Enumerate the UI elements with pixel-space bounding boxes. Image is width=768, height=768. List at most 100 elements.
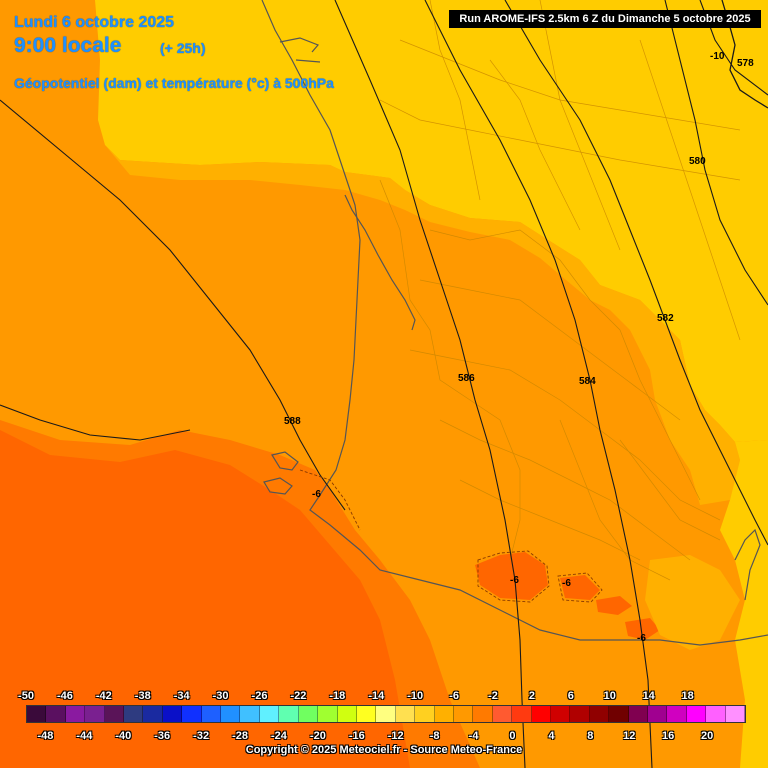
arcachon-basin <box>271 451 299 471</box>
legend-tick-lower: -36 <box>154 730 171 742</box>
legend-swatch <box>376 706 396 722</box>
legend-swatch <box>27 706 47 722</box>
legend-swatch <box>667 706 687 722</box>
legend-tick-upper: -46 <box>56 690 73 702</box>
map-subtitle: Géopotentiel (dam) et température (°c) à… <box>14 75 334 91</box>
temperature-zone-red-orange <box>0 430 410 768</box>
gironde-estuary <box>344 194 416 331</box>
legend-swatch <box>259 706 280 722</box>
loire-estuary <box>279 37 321 63</box>
cold-pocket-pyrenees-1 <box>475 552 548 600</box>
legend-swatch <box>279 706 299 722</box>
legend-swatch <box>240 706 260 722</box>
geopotential-label-588: 588 <box>284 416 301 427</box>
temperature-color-scale <box>26 705 746 723</box>
legend-swatch <box>706 706 726 722</box>
legend-tick-upper: -6 <box>449 690 459 702</box>
legend-tick-upper: -14 <box>368 690 385 702</box>
legend-tick-upper: 14 <box>642 690 655 702</box>
coast-island <box>263 477 293 495</box>
legend-swatch <box>531 706 551 722</box>
geopotential-label-584: 584 <box>579 376 596 387</box>
cold-pocket-pyrenees-2 <box>560 575 600 600</box>
legend-swatch <box>686 706 707 722</box>
legend-swatch <box>201 706 222 722</box>
legend-tick-lower: 4 <box>548 730 555 742</box>
geopotential-label-578: 578 <box>737 58 754 69</box>
legend-tick-lower: -44 <box>76 730 93 742</box>
legend-swatch <box>85 706 105 722</box>
temperature-label-coast: -6 <box>312 489 321 500</box>
legend-tick-upper: 18 <box>681 690 694 702</box>
legend-tick-upper: -10 <box>407 690 424 702</box>
legend-tick-upper: -30 <box>212 690 229 702</box>
legend-swatch <box>550 706 571 722</box>
legend-tick-upper: -38 <box>134 690 151 702</box>
legend-tick-lower: 8 <box>587 730 594 742</box>
warm-pocket-east <box>645 555 740 650</box>
forecast-time: 9:00 locale <box>14 34 122 57</box>
legend-swatch <box>298 706 319 722</box>
legend-tick-upper: -22 <box>290 690 307 702</box>
legend-tick-upper: -26 <box>251 690 268 702</box>
coastline <box>261 0 768 646</box>
legend-tick-lower: -32 <box>193 730 210 742</box>
legend-swatch <box>124 706 144 722</box>
run-info-banner: Run AROME-IFS 2.5km 6 Z du Dimanche 5 oc… <box>449 10 761 28</box>
legend-tick-lower: 16 <box>662 730 675 742</box>
legend-swatch <box>318 706 338 722</box>
geopotential-label-586: 586 <box>458 373 475 384</box>
legend-swatch <box>395 706 416 722</box>
legend-swatch <box>570 706 590 722</box>
isoline-584 <box>424 0 653 768</box>
legend-tick-upper: -18 <box>329 690 346 702</box>
isoline-588-south <box>0 404 191 441</box>
temperature-label-pyrenees-east: -6 <box>637 633 646 644</box>
legend-swatch <box>143 706 163 722</box>
legend-swatch <box>609 706 629 722</box>
legend-swatch <box>104 706 125 722</box>
legend-swatch <box>65 706 86 722</box>
legend-tick-upper: -34 <box>173 690 190 702</box>
legend-tick-upper: -50 <box>18 690 34 702</box>
legend-tick-lower: -24 <box>271 730 287 742</box>
legend-tick-lower: -40 <box>115 730 132 742</box>
isoline-586 <box>334 0 526 768</box>
legend-swatch <box>356 706 377 722</box>
legend-swatch <box>473 706 493 722</box>
temperature-label-pyrenees-west: -6 <box>510 575 519 586</box>
legend-tick-upper: 6 <box>567 690 574 702</box>
legend-swatch <box>628 706 648 722</box>
legend-swatch <box>589 706 610 722</box>
forecast-offset: (+ 25h) <box>160 40 206 56</box>
legend-tick-lower: 20 <box>700 730 714 742</box>
legend-swatch <box>512 706 532 722</box>
temperature-zone-yellow <box>95 0 768 442</box>
temperature-isotherms <box>299 469 603 603</box>
legend-tick-lower: -16 <box>348 730 365 742</box>
legend-tick-lower: -4 <box>468 730 479 742</box>
cold-pocket-pyrenees-3 <box>596 596 632 615</box>
legend-tick-upper: -2 <box>488 690 498 702</box>
region-borders <box>379 0 741 581</box>
legend-swatch <box>337 706 357 722</box>
legend-tick-upper: 10 <box>603 690 616 702</box>
legend-tick-lower: -20 <box>309 730 326 742</box>
legend-swatch <box>648 706 668 722</box>
isoline-588 <box>0 99 346 511</box>
geopotential-label-580: 580 <box>689 156 706 167</box>
legend-tick-upper: 2 <box>528 690 535 702</box>
legend-swatch <box>434 706 454 722</box>
legend-swatch <box>453 706 474 722</box>
legend-tick-lower: 12 <box>623 730 636 742</box>
east-coastline <box>734 528 761 601</box>
forecast-date: Lundi 6 octobre 2025 <box>14 14 175 31</box>
legend-swatch <box>182 706 202 722</box>
legend-tick-upper: -42 <box>95 690 112 702</box>
legend-swatch <box>492 706 513 722</box>
legend-swatch <box>415 706 435 722</box>
legend-tick-lower: -28 <box>232 730 248 742</box>
